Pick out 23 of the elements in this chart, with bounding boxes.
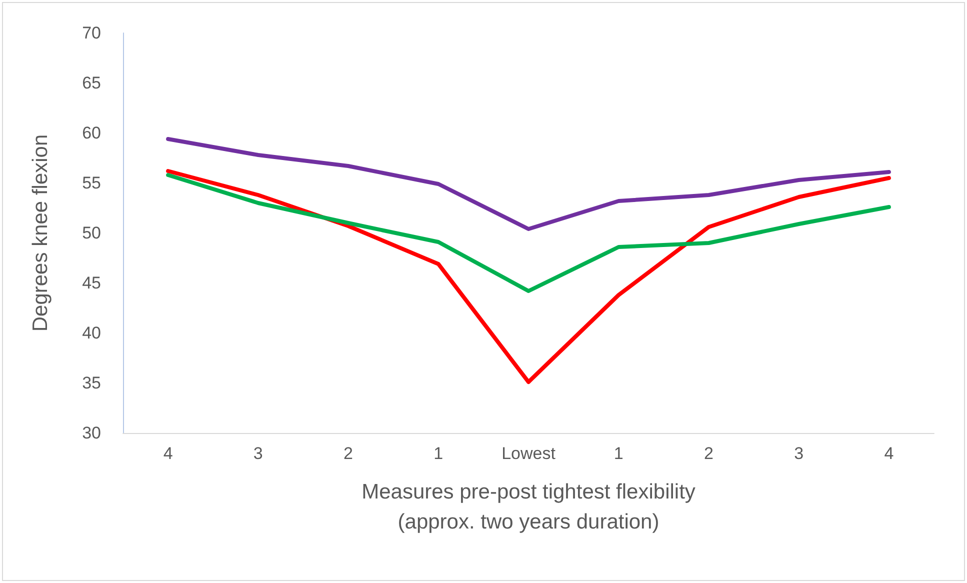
x-tick-label: 2 [344, 444, 354, 463]
x-tick-label: 1 [434, 444, 444, 463]
y-tick-label: 30 [82, 424, 101, 442]
x-tick-label: 4 [884, 444, 894, 463]
x-tick-label: 1 [614, 444, 624, 463]
y-tick-label: 70 [82, 24, 101, 42]
line-series [166, 173, 891, 293]
y-tick-label: 55 [82, 174, 101, 192]
y-tick-label: 45 [82, 274, 101, 292]
y-tick-label: 50 [82, 224, 101, 242]
x-axis-title: Measures pre-post tightest flexibility (approx. two years duration) [362, 480, 696, 534]
line-series [166, 169, 891, 384]
y-axis-title: Degrees knee flexion [29, 134, 52, 332]
x-tick-label: 3 [253, 444, 263, 463]
line-series [166, 137, 891, 231]
y-tick-label: 40 [82, 324, 101, 342]
x-tick-label: 4 [163, 444, 173, 463]
x-tick-label: 2 [704, 444, 714, 463]
y-tick-label: 35 [82, 374, 101, 392]
y-tick-label: 60 [82, 124, 101, 142]
x-tick-label: Lowest [502, 444, 556, 463]
y-tick-label: 65 [82, 74, 101, 92]
x-tick-label: 3 [794, 444, 804, 463]
